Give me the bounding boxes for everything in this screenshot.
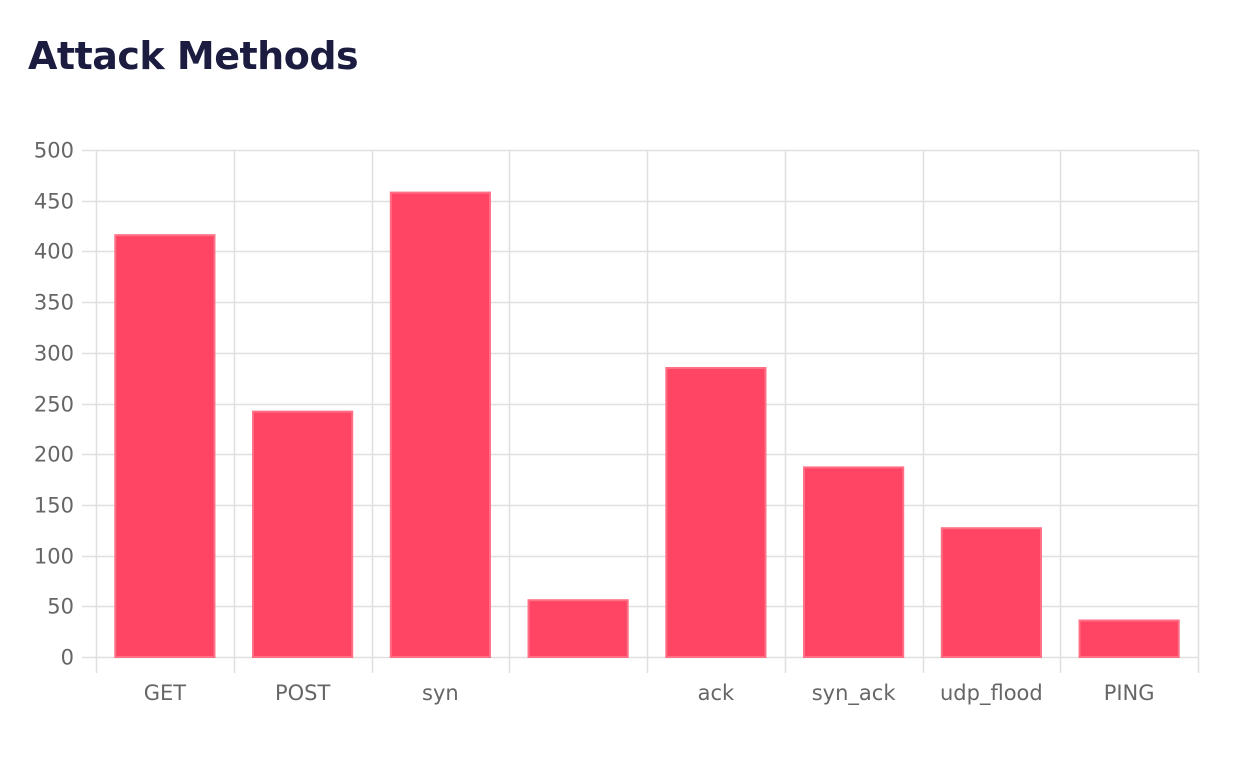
x-tick-label: ack bbox=[698, 681, 735, 705]
chart-title: Attack Methods bbox=[28, 34, 359, 78]
chart-bars bbox=[114, 191, 1180, 659]
y-tick-label: 250 bbox=[34, 393, 74, 417]
y-tick-label: 100 bbox=[34, 545, 74, 569]
x-axis: GET POST syn ack syn_ack udp_flood PING bbox=[144, 681, 1155, 706]
x-tick-label: PING bbox=[1104, 681, 1155, 705]
x-tick-label: POST bbox=[275, 681, 331, 705]
y-tick-label: 300 bbox=[34, 342, 74, 366]
y-tick-label: 450 bbox=[34, 190, 74, 214]
bar-ack[interactable] bbox=[665, 367, 767, 658]
x-tick-label: udp_flood bbox=[940, 681, 1043, 706]
bar-syn[interactable] bbox=[389, 191, 491, 658]
y-axis: 0 50 100 150 200 250 300 350 400 450 500 bbox=[34, 139, 74, 670]
y-tick-label: 400 bbox=[34, 240, 74, 264]
y-tick-label: 500 bbox=[34, 139, 74, 163]
y-tick-label: 50 bbox=[47, 595, 74, 619]
bar-unlabeled[interactable] bbox=[527, 599, 629, 659]
x-tick-label: GET bbox=[144, 681, 187, 705]
bar-POST[interactable] bbox=[252, 410, 354, 658]
bar-udp_flood[interactable] bbox=[940, 527, 1042, 658]
bar-PING[interactable] bbox=[1078, 619, 1180, 658]
y-tick-label: 350 bbox=[34, 291, 74, 315]
y-tick-label: 200 bbox=[34, 443, 74, 467]
y-tick-label: 0 bbox=[61, 646, 74, 670]
x-tick-label: syn_ack bbox=[812, 681, 897, 706]
y-tick-label: 150 bbox=[34, 494, 74, 518]
bar-GET[interactable] bbox=[114, 234, 216, 658]
bar-syn_ack[interactable] bbox=[803, 466, 905, 658]
x-tick-label: syn bbox=[422, 681, 459, 705]
